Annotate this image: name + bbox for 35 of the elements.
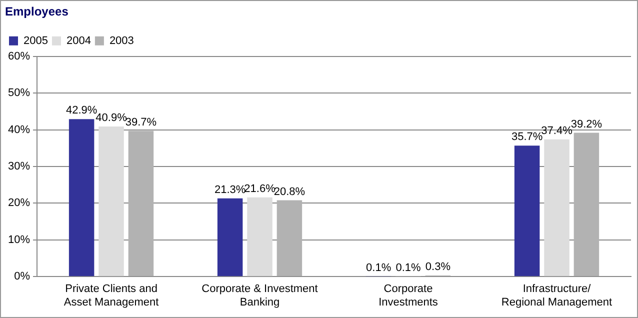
bar [247,197,272,276]
data-label: 0.1% [396,262,422,274]
y-tick-label: 30% [8,160,30,173]
data-label: 42.9% [66,104,98,117]
y-tick-label: 20% [8,197,30,210]
data-label: 0.3% [425,261,451,274]
chart-title: Employees [5,4,69,19]
data-label: 0.1% [366,262,392,274]
bar [217,198,243,276]
x-tick-label: Infrastructure/ Regional Management [501,283,612,308]
data-label: 37.4% [541,124,573,137]
y-tick-label: 0% [14,270,30,283]
data-label: 21.3% [214,184,246,196]
y-tick-label: 60% [8,50,30,62]
legend-label: 2003 [109,34,134,47]
bar [98,126,124,276]
bar [68,119,94,276]
data-label: 20.8% [274,186,306,198]
bar [514,146,540,276]
y-tick-label: 40% [8,124,30,136]
x-tick-label: Corporate Investments [378,283,438,308]
y-tick-label: 50% [8,87,30,100]
x-tick-label: Corporate & Investment Banking [202,283,318,308]
data-label: 21.6% [244,182,276,195]
bar [128,130,154,276]
bar [574,132,600,276]
data-label: 35.7% [511,131,543,144]
data-label: 39.7% [125,116,157,128]
y-tick-label: 10% [8,234,30,246]
legend-label: 2005 [24,34,48,47]
data-label: 39.2% [570,118,602,130]
bar [276,200,302,276]
legend-label: 2004 [66,34,91,47]
x-tick-label: Private Clients and Asset Management [64,283,159,308]
bar [544,139,570,276]
